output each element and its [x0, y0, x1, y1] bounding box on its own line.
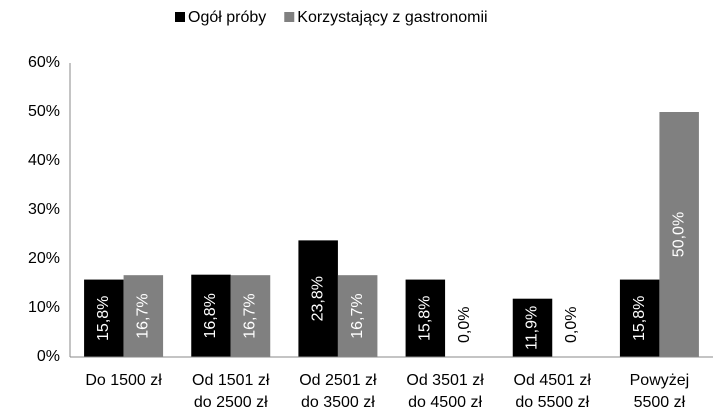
- x-tick-line: do 2500 zł: [194, 394, 268, 411]
- x-tick-label: Od 1501 zł do 2500 zł: [192, 372, 270, 411]
- bar: [659, 112, 699, 357]
- bar: [337, 275, 378, 357]
- x-tick-label: Do 1500 zł: [85, 372, 162, 389]
- value-label: 0,0%: [563, 307, 580, 343]
- x-tick-line: Od 2501 zł: [299, 372, 377, 389]
- value-label: 16,7%: [242, 293, 259, 338]
- value-label: 0,0%: [456, 307, 473, 343]
- value-label: 16,7%: [135, 293, 152, 338]
- bar: [191, 274, 231, 357]
- x-tick-line: Od 4501 zł: [514, 372, 592, 389]
- legend-label: Korzystający z gastronomii: [297, 9, 487, 26]
- bar: [84, 279, 124, 357]
- x-tick-line: do 3500 zł: [301, 394, 375, 411]
- value-label: 23,8%: [309, 276, 326, 321]
- value-label: 16,7%: [349, 293, 366, 338]
- legend-swatch: [175, 12, 185, 22]
- bar: [619, 279, 660, 357]
- x-tick-line: 5500 zł: [634, 394, 686, 411]
- bar: [512, 298, 553, 357]
- x-tick-line: Od 1501 zł: [192, 372, 270, 389]
- value-label: 15,8%: [417, 296, 434, 341]
- bar: [405, 279, 446, 357]
- x-tick-line: do 4500 zł: [408, 394, 482, 411]
- y-tick-label: 40%: [28, 152, 60, 169]
- x-tick-line: Do 1500 zł: [85, 372, 162, 389]
- value-label: 15,8%: [95, 296, 112, 341]
- x-tick-line: Powyżej: [630, 372, 690, 389]
- x-tick-line: do 5500 zł: [515, 394, 589, 411]
- x-tick-label: Od 3501 zł do 4500 zł: [406, 372, 484, 411]
- value-label: 50,0%: [670, 212, 687, 257]
- x-tick-line: Od 3501 zł: [406, 372, 484, 389]
- legend-label: Ogół próby: [188, 9, 266, 26]
- y-tick-label: 60%: [28, 54, 60, 71]
- x-tick-label: Powyżej 5500 zł: [630, 372, 690, 411]
- bar: [298, 240, 338, 357]
- x-tick-label: Od 4501 zł do 5500 zł: [514, 372, 592, 411]
- value-label: 15,8%: [631, 296, 648, 341]
- value-label: 16,8%: [202, 293, 219, 338]
- bar: [123, 275, 164, 357]
- y-tick-label: 0%: [37, 348, 60, 365]
- y-tick-label: 10%: [28, 299, 60, 316]
- y-tick-label: 50%: [28, 103, 60, 120]
- value-label: 11,9%: [524, 306, 541, 350]
- x-tick-label: Od 2501 zł do 3500 zł: [299, 372, 377, 411]
- y-tick-label: 20%: [28, 250, 60, 267]
- y-tick-label: 30%: [28, 201, 60, 218]
- bar: [230, 275, 271, 357]
- legend-swatch: [284, 12, 295, 22]
